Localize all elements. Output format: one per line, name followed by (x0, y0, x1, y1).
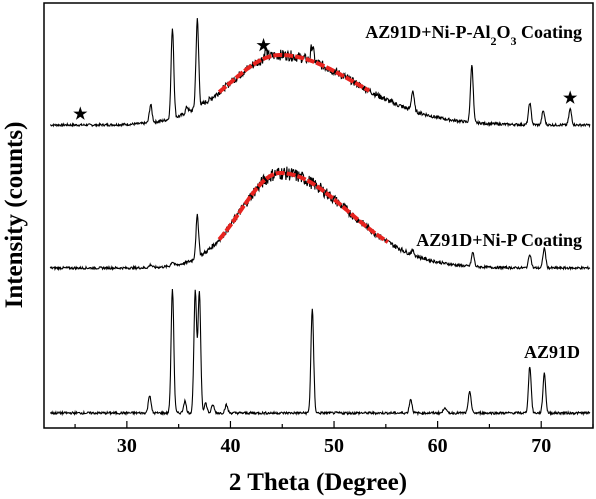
x-axis-title: 2 Theta (Degree) (229, 469, 407, 496)
x-tick-label: 40 (220, 435, 240, 457)
series-0: ★ ★ ★ (50, 18, 591, 129)
x-axis-ticks (74, 421, 594, 428)
fit-curve (217, 53, 371, 94)
x-tick-label: 60 (428, 435, 448, 457)
x-tick-label: 30 (117, 435, 137, 457)
series-label: AZ91D (524, 342, 580, 362)
phase-marker-star: ★ (73, 106, 88, 123)
x-axis-tick-labels: 30 40 50 60 70 (117, 435, 551, 457)
series-1 (49, 166, 591, 272)
y-axis-title: Intensity (counts) (1, 122, 28, 309)
xrd-pattern-line (49, 288, 591, 417)
phase-marker-star: ★ (256, 37, 271, 54)
phase-marker-star: ★ (563, 90, 578, 107)
xrd-pattern-line (49, 166, 591, 272)
x-tick-label: 70 (531, 435, 551, 457)
series-labels: AZ91D+Ni-P-Al2O3 Coating AZ91D+Ni-P Coati… (365, 22, 582, 362)
series-layer: ★ ★ ★ (49, 18, 591, 417)
series-label: AZ91D+Ni-P-Al2O3 Coating (365, 22, 582, 48)
plot-frame (43, 2, 594, 429)
series-2 (49, 288, 591, 417)
x-tick-label: 50 (324, 435, 344, 457)
xrd-pattern-line (50, 18, 591, 129)
fit-curve (217, 171, 389, 244)
series-label: AZ91D+Ni-P Coating (416, 230, 582, 250)
